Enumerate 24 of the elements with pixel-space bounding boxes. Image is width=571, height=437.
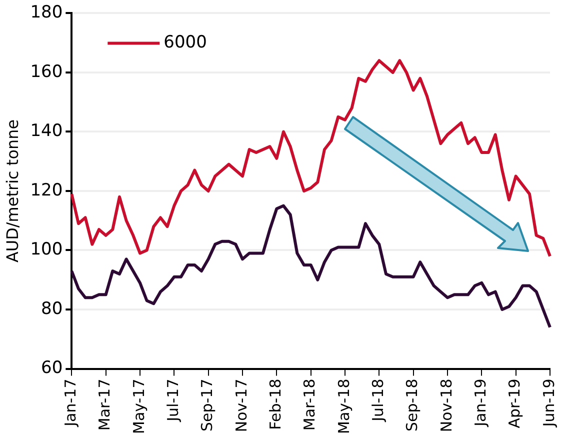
y-tick-label: 120 — [30, 180, 63, 200]
x-tick-label: Jul-18 — [369, 378, 388, 422]
x-tick-label: Nov-18 — [437, 378, 456, 432]
x-tick-label: May-17 — [130, 378, 148, 434]
x-tick-label: Mar-17 — [96, 378, 114, 431]
x-tick-label: May-18 — [334, 378, 353, 434]
x-tick-label: Sep-17 — [198, 378, 216, 432]
y-tick-label: 180 — [30, 2, 63, 23]
y-axis-title: AUD/metric tonne — [2, 119, 22, 263]
y-tick-label: 100 — [30, 240, 63, 260]
x-tick-label: Jul-17 — [164, 378, 182, 422]
y-tick-label: 80 — [41, 298, 63, 319]
x-tick-label: Jun-19 — [540, 378, 558, 428]
x-tick-label: Apr-19 — [506, 378, 524, 428]
y-tick-label: 160 — [30, 62, 63, 82]
y-tick-label: 60 — [41, 358, 63, 378]
x-tick-label: Sep-18 — [403, 378, 422, 432]
x-tick-label: Jan-19 — [472, 378, 490, 428]
x-tick-label: Mar-18 — [300, 378, 319, 431]
x-tick-label: Feb-18 — [266, 378, 285, 430]
x-tick-label: Nov-17 — [232, 378, 250, 432]
x-tick-label: Jan-17 — [62, 378, 80, 428]
y-tick-label: 140 — [30, 121, 63, 142]
legend-label: 6000 — [164, 32, 207, 53]
